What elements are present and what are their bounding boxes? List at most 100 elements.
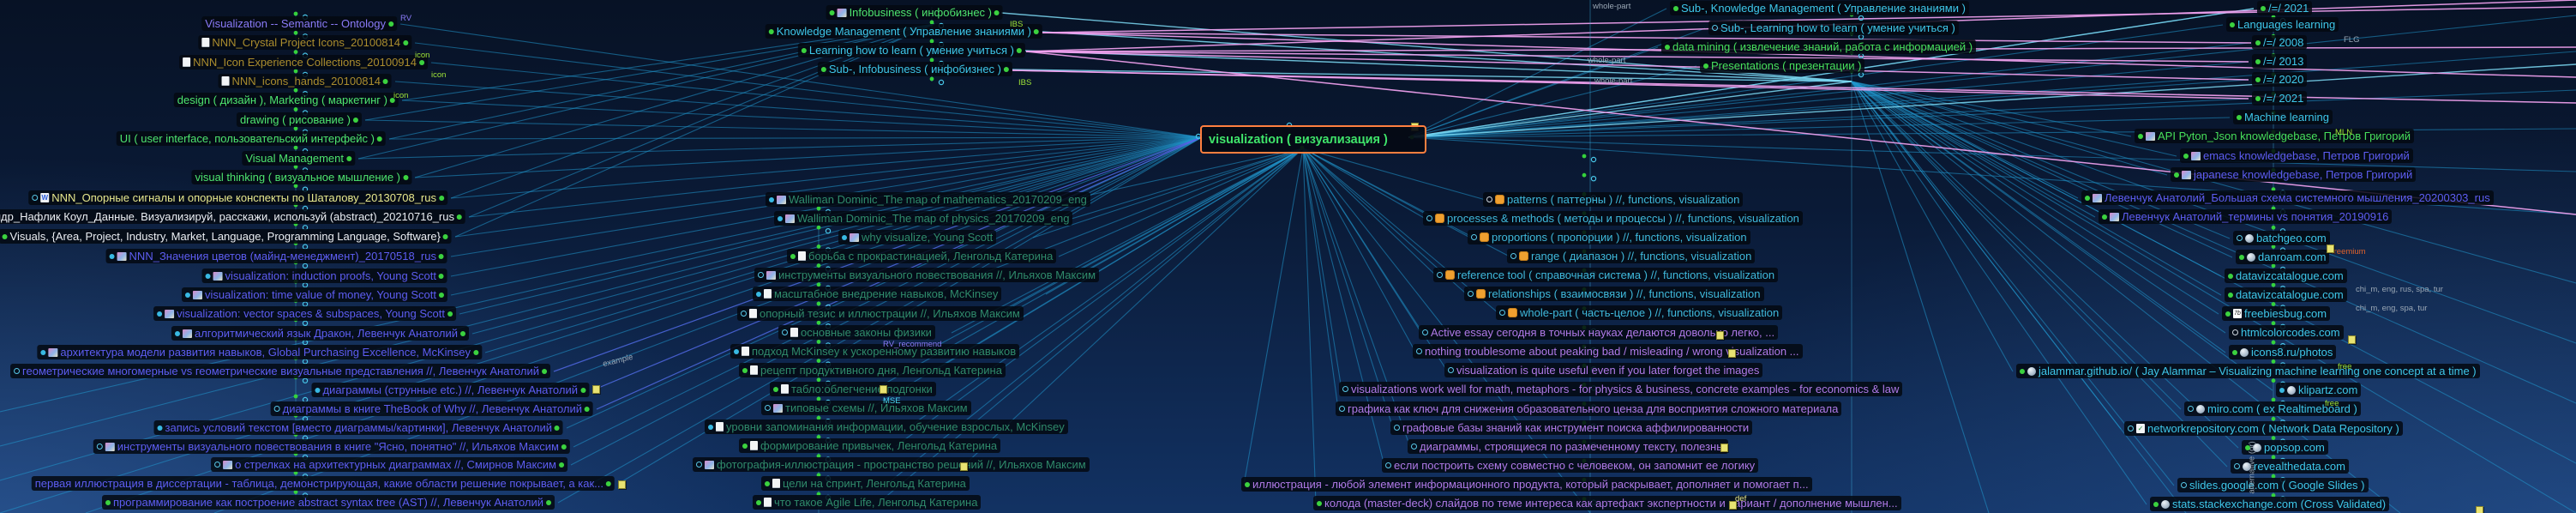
node-anchor-dot[interactable] <box>585 406 590 412</box>
node-bullet-dot[interactable] <box>2237 235 2243 241</box>
graph-node[interactable]: /=/ 2020 <box>2252 72 2308 87</box>
node-bullet-dot[interactable] <box>1422 329 1428 335</box>
node-bullet-dot[interactable] <box>820 66 826 72</box>
node-handle-dot[interactable] <box>293 88 298 93</box>
node-bullet-dot[interactable] <box>2188 406 2194 412</box>
graph-node[interactable]: алгоритмический язык Дракон, Левенчук Ан… <box>171 326 469 341</box>
node-handle-dot[interactable] <box>293 69 298 74</box>
graph-node[interactable]: htmlcolorcodes.com <box>2229 325 2344 340</box>
node-handle-dot[interactable] <box>2271 455 2276 460</box>
graph-node[interactable]: Левенчук Анатолий_термины vs понятия_201… <box>2099 209 2393 224</box>
graph-node[interactable]: relationships ( взаимосвязи ) //, functi… <box>1464 287 1764 301</box>
node-handle-dot[interactable] <box>816 359 821 363</box>
graph-node[interactable]: что такое Agile Life, Ленгольд Катерина <box>753 495 982 510</box>
node-bullet-dot[interactable] <box>184 292 190 298</box>
note-marker-icon[interactable] <box>880 385 887 394</box>
node-anchor-dot[interactable] <box>559 462 564 468</box>
node-anchor-dot[interactable] <box>439 292 444 298</box>
node-anchor-dot[interactable] <box>1034 28 1039 34</box>
node-bullet-dot[interactable] <box>1510 253 1516 259</box>
node-bullet-dot[interactable] <box>1317 500 1322 506</box>
graph-node[interactable]: табло:облегчение подгонки <box>770 382 936 396</box>
node-handle-dot[interactable] <box>816 435 821 439</box>
node-bullet-dot[interactable] <box>1468 291 1474 297</box>
node-bullet-dot[interactable] <box>1385 462 1391 468</box>
graph-node[interactable]: Visualization -- Semantic -- Ontology <box>201 16 397 31</box>
node-bullet-dot[interactable] <box>2234 463 2240 469</box>
node-anchor-dot[interactable] <box>390 97 395 103</box>
node-handle-dot[interactable] <box>816 282 821 287</box>
main-node-visualization[interactable]: visualization ( визуализация ) <box>1200 125 1426 154</box>
graph-node[interactable]: диаграммы, строящиеся по размеченному те… <box>1408 439 1728 454</box>
graph-node[interactable]: visualization: time value of money, Youn… <box>181 287 447 302</box>
node-bullet-dot[interactable] <box>782 329 788 335</box>
graph-node[interactable]: slides.google.com ( Google Slides ) <box>2177 478 2369 492</box>
node-anchor-dot[interactable] <box>555 425 560 431</box>
node-handle-dot[interactable] <box>816 473 821 478</box>
node-handle-dot[interactable] <box>1582 154 1587 159</box>
node-bullet-dot[interactable] <box>2239 254 2244 260</box>
node-anchor-dot[interactable] <box>403 174 408 180</box>
graph-node[interactable]: типовые схемы //, Ильяхов Максим <box>761 401 971 415</box>
node-bullet-dot[interactable] <box>1703 63 1708 69</box>
node-handle-dot[interactable] <box>2271 244 2276 249</box>
graph-node[interactable]: jalammar.github.io/ ( Jay Alammar – Visu… <box>2016 364 2480 378</box>
graph-node[interactable]: visualization: vector spaces & subspaces… <box>153 306 456 321</box>
graph-node[interactable]: processes & methods ( методы и процессы … <box>1423 211 1803 226</box>
graph-node[interactable]: фотография-иллюстрация - пространство ре… <box>693 457 1090 472</box>
node-handle-dot[interactable] <box>293 126 298 131</box>
node-bullet-dot[interactable] <box>742 443 748 449</box>
node-handle-dot[interactable] <box>816 225 821 230</box>
node-handle-dot[interactable] <box>816 377 821 383</box>
node-bullet-dot[interactable] <box>1342 386 1348 392</box>
graph-node[interactable]: NNN_Значения цветов (майнд-менеджмент)_2… <box>105 249 447 263</box>
node-bullet-dot[interactable] <box>2138 133 2143 139</box>
graph-node[interactable]: batchgeo.com <box>2233 231 2330 245</box>
graph-node[interactable]: UI ( user interface, пользовательский ин… <box>116 131 386 146</box>
graph-node[interactable]: Sub-, Infobusiness ( инфобизнес ) <box>817 62 1012 76</box>
node-bullet-dot[interactable] <box>2228 292 2233 298</box>
node-handle-dot[interactable] <box>816 301 821 306</box>
node-handle-dot[interactable] <box>2271 187 2276 192</box>
node-handle-dot[interactable] <box>816 396 821 401</box>
node-bullet-dot[interactable] <box>32 195 39 201</box>
note-marker-icon[interactable] <box>960 462 968 471</box>
graph-node[interactable]: datavizcatalogue.com <box>2225 269 2347 283</box>
graph-node[interactable]: data mining ( извлечение знаний, работа … <box>1661 39 1977 54</box>
graph-node[interactable]: patterns ( паттерны ) //, functions, vis… <box>1483 192 1744 207</box>
node-bullet-dot[interactable] <box>2 233 8 239</box>
graph-node[interactable]: visual thinking ( визуальное мышление ) <box>191 170 411 184</box>
graph-node[interactable]: рецепт продуктивного дня, Ленгольд Катер… <box>739 363 1006 377</box>
node-bullet-dot[interactable] <box>1245 481 1250 487</box>
graph-node[interactable]: API Pyton_Json knowledgebase, Петров Гри… <box>2135 129 2414 143</box>
graph-node[interactable]: диаграммы (струнные etc.) //, Левенчук А… <box>311 383 589 397</box>
graph-node[interactable]: visualization is quite useful even if yo… <box>1444 363 1763 377</box>
node-anchor-dot[interactable] <box>388 21 393 27</box>
graph-node[interactable]: формирование привычек, Ленгольд Катерина <box>739 438 1001 453</box>
node-bullet-dot[interactable] <box>2255 39 2261 45</box>
node-handle-dot[interactable] <box>816 340 821 344</box>
graph-node[interactable]: WКузовлев Александр_Нафлик Коул_Данные. … <box>0 209 465 224</box>
node-handle-dot[interactable] <box>2271 302 2276 306</box>
graph-node[interactable]: visualization: induction proofs, Young S… <box>201 269 447 283</box>
node-bullet-dot[interactable] <box>2237 114 2242 120</box>
node-handle-dot[interactable] <box>1590 175 1597 182</box>
node-bullet-dot[interactable] <box>1673 5 1678 11</box>
graph-node[interactable]: drawing ( рисование ) <box>236 112 362 127</box>
note-marker-icon[interactable] <box>592 385 600 394</box>
graph-node[interactable]: proportions ( пропорции ) //, functions,… <box>1468 230 1750 244</box>
node-anchor-dot[interactable] <box>457 214 462 220</box>
node-bullet-dot[interactable] <box>109 253 115 259</box>
graph-node[interactable]: visualizations work well for math, metap… <box>1339 382 1903 396</box>
node-handle-dot[interactable] <box>2271 282 2276 287</box>
graph-node[interactable]: Machine learning <box>2233 110 2333 124</box>
node-bullet-dot[interactable] <box>315 387 321 393</box>
node-handle-dot[interactable] <box>816 206 821 211</box>
node-handle-dot[interactable] <box>2271 397 2276 402</box>
node-anchor-dot[interactable] <box>561 444 567 450</box>
graph-node[interactable]: danroam.com <box>2236 250 2330 264</box>
node-handle-dot[interactable] <box>293 165 298 169</box>
node-bullet-dot[interactable] <box>1499 310 1505 316</box>
node-anchor-dot[interactable] <box>606 480 611 486</box>
graph-node[interactable]: stats.stackexchange.com (Cross Validated… <box>2150 497 2390 511</box>
